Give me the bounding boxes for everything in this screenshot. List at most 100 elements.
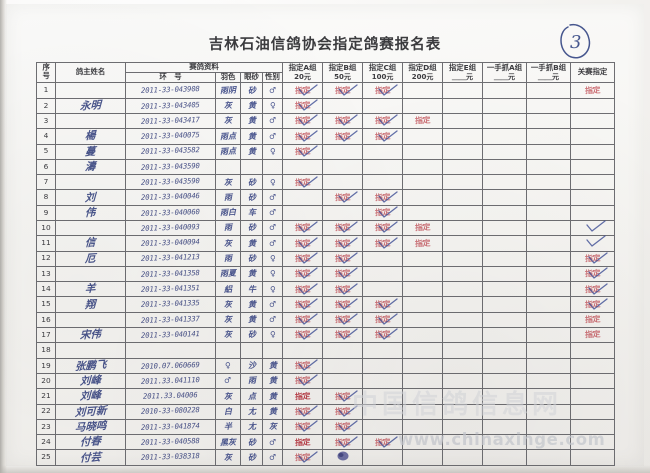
cell-grab-b[interactable] bbox=[526, 189, 572, 206]
cell-ring-number[interactable] bbox=[125, 342, 216, 359]
cell-ring-number[interactable]: 2011-33-043590 bbox=[125, 158, 216, 176]
cell-group-c[interactable] bbox=[362, 357, 404, 374]
cell-grab-b[interactable] bbox=[526, 204, 572, 222]
cell-ring-number[interactable]: 2011-33-043590 bbox=[125, 174, 216, 191]
cell-feather-color[interactable]: 白 bbox=[215, 403, 241, 420]
cell-eye-sand[interactable]: 砂 bbox=[240, 174, 263, 191]
cell-group-b[interactable]: 指定 bbox=[322, 311, 364, 329]
cell-group-a[interactable]: 指定 bbox=[282, 250, 324, 267]
cell-owner[interactable]: 刘峰 bbox=[55, 372, 126, 390]
cell-group-b[interactable] bbox=[322, 97, 364, 114]
cell-group-a[interactable]: 指定 bbox=[282, 174, 324, 191]
cell-grab-b[interactable] bbox=[526, 174, 572, 191]
cell-group-c[interactable] bbox=[362, 143, 404, 160]
cell-final-designation[interactable] bbox=[570, 174, 616, 191]
cell-sex[interactable]: ♂ bbox=[261, 82, 284, 99]
cell-group-b[interactable]: 指定 bbox=[322, 265, 364, 283]
cell-group-e[interactable] bbox=[442, 296, 484, 313]
cell-owner[interactable]: 翔 bbox=[55, 296, 126, 313]
cell-eye-sand[interactable]: 雨 bbox=[240, 372, 263, 390]
cell-final-designation[interactable]: 指定 bbox=[570, 311, 616, 329]
cell-feather-color[interactable]: 雨 bbox=[215, 189, 241, 206]
cell-eye-sand[interactable]: 黄 bbox=[240, 265, 263, 283]
cell-group-a[interactable]: 指定 bbox=[282, 388, 324, 405]
cell-final-designation[interactable]: 指定 bbox=[570, 82, 616, 99]
cell-group-c[interactable]: 指定 bbox=[362, 235, 404, 252]
cell-group-c[interactable]: 指定 bbox=[362, 128, 404, 145]
cell-group-a[interactable]: 指定 bbox=[282, 281, 324, 298]
cell-owner[interactable] bbox=[55, 82, 126, 99]
cell-group-a[interactable]: 指定 bbox=[282, 403, 324, 420]
cell-sex[interactable]: ♂ bbox=[261, 189, 284, 206]
cell-sex[interactable]: ♀ bbox=[261, 265, 284, 283]
cell-group-c[interactable]: 指定 bbox=[362, 112, 404, 130]
cell-group-e[interactable] bbox=[442, 204, 484, 222]
cell-eye-sand[interactable] bbox=[240, 158, 263, 176]
cell-owner[interactable]: 刘 bbox=[55, 189, 126, 206]
cell-owner[interactable]: 付芸 bbox=[55, 449, 126, 466]
cell-group-a[interactable]: 指定 bbox=[282, 311, 324, 329]
cell-owner[interactable]: 伟 bbox=[55, 204, 126, 222]
cell-owner[interactable] bbox=[55, 311, 126, 329]
cell-group-b[interactable]: 指定 bbox=[322, 327, 364, 344]
cell-eye-sand[interactable]: 砂 bbox=[240, 327, 263, 344]
cell-grab-a[interactable] bbox=[482, 204, 528, 222]
cell-grab-a[interactable] bbox=[482, 296, 528, 313]
cell-feather-color[interactable]: 灰 bbox=[215, 388, 241, 405]
cell-feather-color[interactable]: 雨点 bbox=[215, 143, 241, 160]
cell-ring-number[interactable]: 2011-33-040093 bbox=[125, 219, 216, 237]
cell-group-d[interactable] bbox=[402, 158, 444, 176]
cell-sex[interactable] bbox=[261, 342, 284, 359]
cell-group-d[interactable] bbox=[402, 97, 444, 114]
cell-group-d[interactable] bbox=[402, 204, 444, 222]
cell-group-b[interactable]: 指定 bbox=[322, 296, 364, 313]
cell-group-a[interactable]: 指定 bbox=[282, 372, 324, 390]
cell-eye-sand[interactable]: 黄 bbox=[240, 296, 263, 313]
cell-grab-a[interactable] bbox=[482, 265, 528, 283]
cell-owner[interactable]: 马晓鸣 bbox=[55, 418, 126, 436]
cell-group-a[interactable]: 指定 bbox=[282, 143, 324, 160]
cell-owner[interactable]: 厄 bbox=[55, 250, 126, 267]
cell-group-d[interactable] bbox=[402, 82, 444, 99]
cell-feather-color[interactable]: 灰 bbox=[215, 174, 241, 191]
cell-group-a[interactable]: 指定 bbox=[282, 82, 324, 99]
cell-grab-a[interactable] bbox=[482, 311, 528, 329]
cell-eye-sand[interactable]: 砂 bbox=[240, 189, 263, 206]
cell-grab-a[interactable] bbox=[482, 189, 528, 206]
cell-sex[interactable]: ♂ bbox=[261, 219, 284, 237]
cell-final-designation[interactable] bbox=[570, 434, 616, 451]
cell-eye-sand[interactable]: 黄 bbox=[240, 311, 263, 329]
cell-owner[interactable]: 信 bbox=[55, 235, 126, 252]
cell-owner[interactable] bbox=[55, 342, 126, 359]
cell-grab-b[interactable] bbox=[526, 82, 572, 99]
cell-group-b[interactable] bbox=[322, 204, 364, 222]
cell-final-designation[interactable] bbox=[570, 342, 616, 359]
cell-owner[interactable]: 羊 bbox=[55, 281, 126, 298]
cell-group-b[interactable]: 指定 bbox=[322, 219, 364, 237]
cell-group-d[interactable] bbox=[402, 281, 444, 298]
cell-grab-a[interactable] bbox=[482, 143, 528, 160]
cell-grab-b[interactable] bbox=[526, 296, 572, 313]
cell-final-designation[interactable] bbox=[570, 158, 616, 176]
cell-ring-number[interactable]: 2011-33-043908 bbox=[125, 82, 216, 99]
cell-group-d[interactable] bbox=[402, 128, 444, 145]
cell-feather-color[interactable] bbox=[215, 342, 241, 359]
cell-group-b[interactable]: 指定 bbox=[322, 250, 364, 267]
cell-owner[interactable] bbox=[55, 174, 126, 191]
cell-group-e[interactable] bbox=[442, 265, 484, 283]
cell-final-designation[interactable] bbox=[570, 97, 616, 114]
cell-group-b[interactable]: 指定 bbox=[322, 418, 364, 436]
cell-final-designation[interactable] bbox=[570, 372, 616, 390]
cell-grab-a[interactable] bbox=[482, 342, 528, 359]
cell-group-c[interactable]: 指定 bbox=[362, 296, 404, 313]
cell-ring-number[interactable]: 2010.07.060669 bbox=[125, 357, 216, 374]
cell-group-a[interactable]: 指定 bbox=[282, 327, 324, 344]
cell-group-c[interactable] bbox=[362, 265, 404, 283]
cell-owner[interactable]: 楊 bbox=[55, 128, 126, 145]
cell-grab-a[interactable] bbox=[482, 82, 528, 99]
cell-owner[interactable] bbox=[55, 112, 126, 130]
cell-owner[interactable] bbox=[55, 219, 126, 237]
cell-grab-b[interactable] bbox=[526, 112, 572, 130]
cell-group-a[interactable]: 指定 bbox=[282, 97, 324, 114]
cell-group-a[interactable]: 指定 bbox=[282, 418, 324, 436]
